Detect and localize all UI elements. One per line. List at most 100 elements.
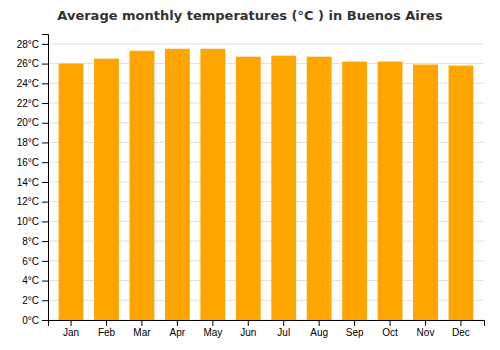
tick-label: May	[203, 327, 222, 338]
tick: 8°C	[22, 236, 48, 247]
tick-mark	[71, 320, 72, 326]
tick-mark	[42, 103, 48, 104]
bar	[271, 56, 296, 320]
title: Average monthly temperatures (°C ) in Bu…	[57, 8, 443, 23]
bar	[236, 57, 261, 320]
tick-mark	[42, 241, 48, 242]
bar	[94, 59, 119, 320]
bar	[342, 62, 367, 320]
axis-line	[49, 321, 485, 327]
tick-label: Jun	[240, 327, 256, 338]
tick-label: 22°C	[17, 98, 39, 109]
tick-label: 0°C	[22, 315, 39, 326]
tick-label: Nov	[417, 327, 435, 338]
tick-label: Jul	[277, 327, 290, 338]
tick-label: Sep	[346, 327, 364, 338]
tick-label: 16°C	[17, 157, 39, 168]
bar	[449, 66, 474, 320]
tick: Mar	[133, 320, 151, 338]
tick-mark	[42, 123, 48, 124]
tick-label: Oct	[382, 327, 398, 338]
grid-line	[48, 43, 484, 44]
y-axis: 0°C 2°C 4°C 6°C 8°C 10°C 12°C 14°C 16°C 18°C 20°C 2…	[17, 35, 49, 326]
bar	[59, 64, 84, 320]
tick-mark	[42, 142, 48, 143]
axis-line	[42, 35, 49, 321]
tick-mark	[283, 320, 284, 326]
tick: 12°C	[17, 196, 48, 207]
tick-mark	[42, 300, 48, 301]
tick: Nov	[417, 320, 435, 338]
tick-label: Dec	[452, 327, 470, 338]
tick: Aug	[310, 320, 328, 338]
tick: 6°C	[22, 256, 48, 267]
tick: 18°C	[17, 137, 48, 148]
tick: 28°C	[17, 39, 48, 50]
tick-label: 26°C	[17, 58, 39, 69]
tick: 4°C	[22, 275, 48, 286]
tick: Oct	[382, 320, 398, 338]
tick-label: 24°C	[17, 78, 39, 89]
tick-label: 2°C	[22, 295, 39, 306]
tick: 10°C	[17, 216, 48, 227]
tick: Dec	[452, 320, 470, 338]
tick-mark	[42, 320, 48, 321]
tick: Jan	[63, 320, 79, 338]
x-axis: Jan Feb Mar Apr May Jun Jul Aug Sep Oct Nov Dec	[49, 320, 485, 338]
tick: Jun	[240, 320, 256, 338]
tick-mark	[354, 320, 355, 326]
tick-mark	[42, 202, 48, 203]
tick-label: 12°C	[17, 196, 39, 207]
tick-label: 6°C	[22, 256, 39, 267]
tick-mark	[141, 320, 142, 326]
tick-label: Jan	[63, 327, 79, 338]
tick-label: 14°C	[17, 177, 39, 188]
tick-label: 10°C	[17, 216, 39, 227]
grid	[48, 44, 484, 320]
tick-mark	[212, 320, 213, 326]
tick: 22°C	[17, 98, 48, 109]
tick: 0°C	[22, 315, 48, 326]
tick-mark	[42, 44, 48, 45]
tick-mark	[425, 320, 426, 326]
tick: Jul	[277, 320, 290, 338]
tick-label: 28°C	[17, 39, 39, 50]
tick: 26°C	[17, 58, 48, 69]
tick-mark	[42, 162, 48, 163]
tick-mark	[390, 320, 391, 326]
tick: Sep	[346, 320, 364, 338]
bar	[165, 49, 190, 320]
chart: Jan Feb Mar Apr May Jun Jul Aug Sep Oct Nov Dec 0°C 2…	[0, 0, 500, 350]
tick-mark	[177, 320, 178, 326]
bars	[59, 49, 474, 320]
tick-label: 4°C	[22, 275, 39, 286]
bar	[307, 57, 332, 320]
tick-mark	[42, 221, 48, 222]
tick-mark	[42, 281, 48, 282]
tick-label: 8°C	[22, 236, 39, 247]
bar	[200, 49, 225, 320]
tick-label: Mar	[133, 327, 151, 338]
tick-label: Aug	[310, 327, 328, 338]
tick: 20°C	[17, 117, 48, 128]
tick-label: Feb	[98, 327, 116, 338]
tick: May	[203, 320, 222, 338]
bar	[413, 65, 438, 320]
tick: Feb	[98, 320, 116, 338]
bar	[130, 51, 155, 320]
tick-label: Apr	[170, 327, 186, 338]
bar	[378, 62, 403, 320]
tick-mark	[106, 320, 107, 326]
plot: Jan Feb Mar Apr May Jun Jul Aug Sep Oct Nov Dec 0°C 2…	[17, 35, 485, 339]
tick: 14°C	[17, 177, 48, 188]
tick-mark	[460, 320, 461, 326]
tick-mark	[42, 64, 48, 65]
tick: 16°C	[17, 157, 48, 168]
tick-label: 18°C	[17, 137, 39, 148]
tick-mark	[42, 261, 48, 262]
tick-mark	[248, 320, 249, 326]
tick-label: 20°C	[17, 117, 39, 128]
tick-mark	[42, 182, 48, 183]
tick: Apr	[170, 320, 186, 338]
tick: 24°C	[17, 78, 48, 89]
